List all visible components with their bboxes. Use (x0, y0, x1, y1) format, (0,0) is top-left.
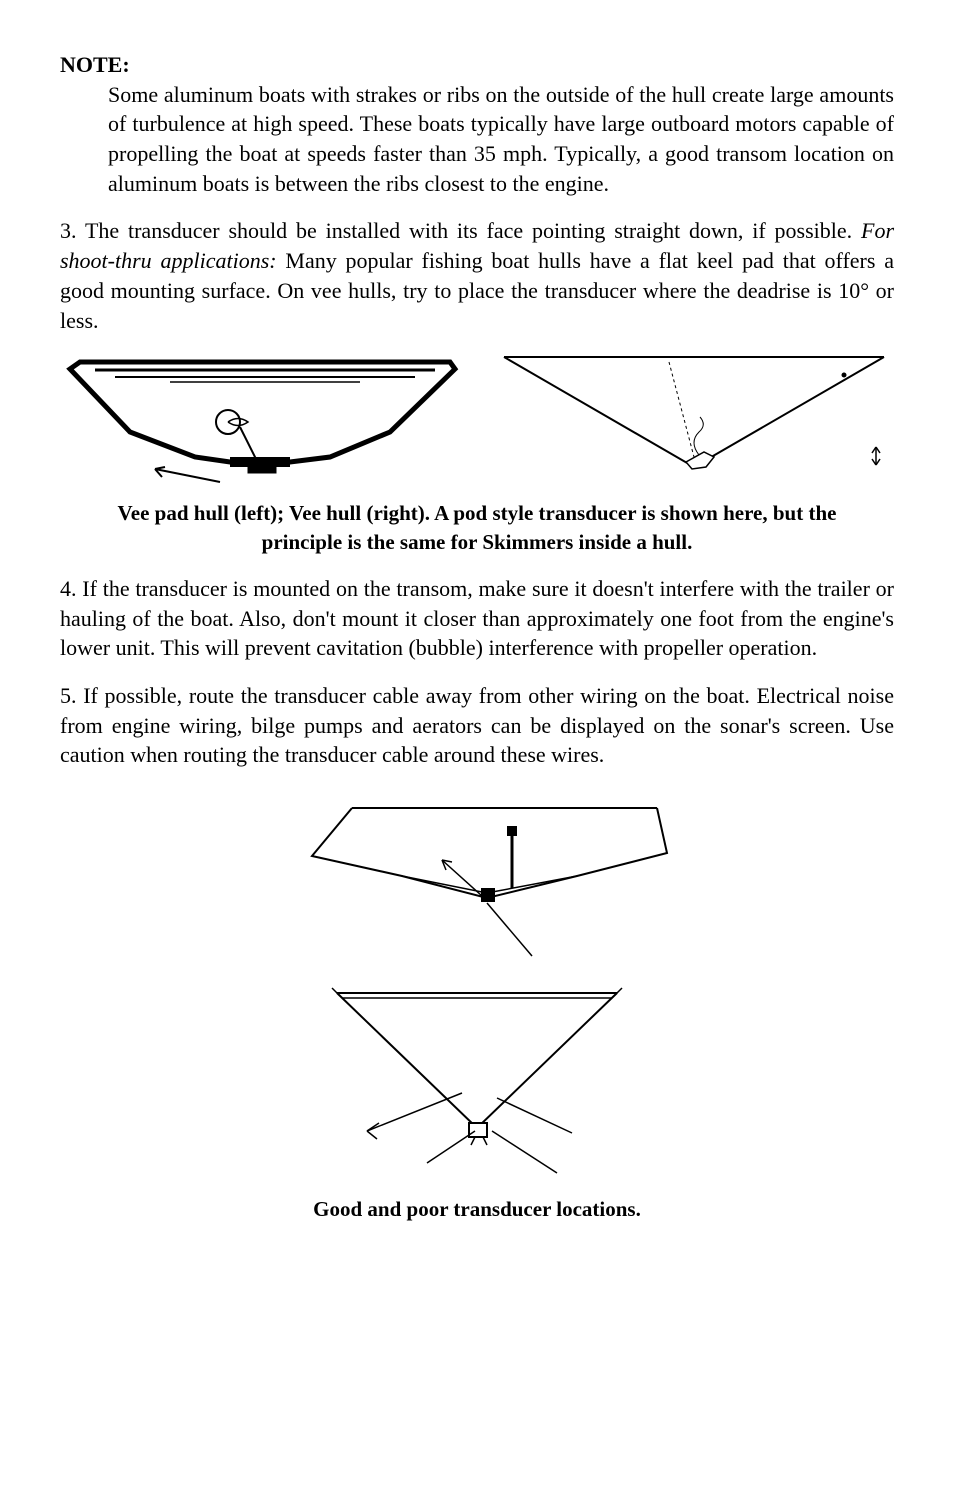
vee-pad-hull-diagram (60, 347, 470, 487)
caption-hulls: Vee pad hull (left); Vee hull (right). A… (90, 499, 864, 556)
paragraph-5: 5. If possible, route the transducer cab… (60, 681, 894, 770)
poor-location-diagram (297, 973, 657, 1183)
paragraph-4: 4. If the transducer is mounted on the t… (60, 574, 894, 663)
para3-part-a: 3. The transducer should be installed wi… (60, 218, 861, 243)
caption-locations: Good and poor transducer locations. (90, 1195, 864, 1223)
note-body: Some aluminum boats with strakes or ribs… (108, 80, 894, 199)
figure-column-locations (60, 788, 894, 1183)
note-label: NOTE: (60, 50, 894, 80)
paragraph-3: 3. The transducer should be installed wi… (60, 216, 894, 335)
vee-hull-diagram (494, 347, 894, 487)
figure-row-hulls (60, 347, 894, 487)
good-location-diagram (257, 788, 697, 963)
